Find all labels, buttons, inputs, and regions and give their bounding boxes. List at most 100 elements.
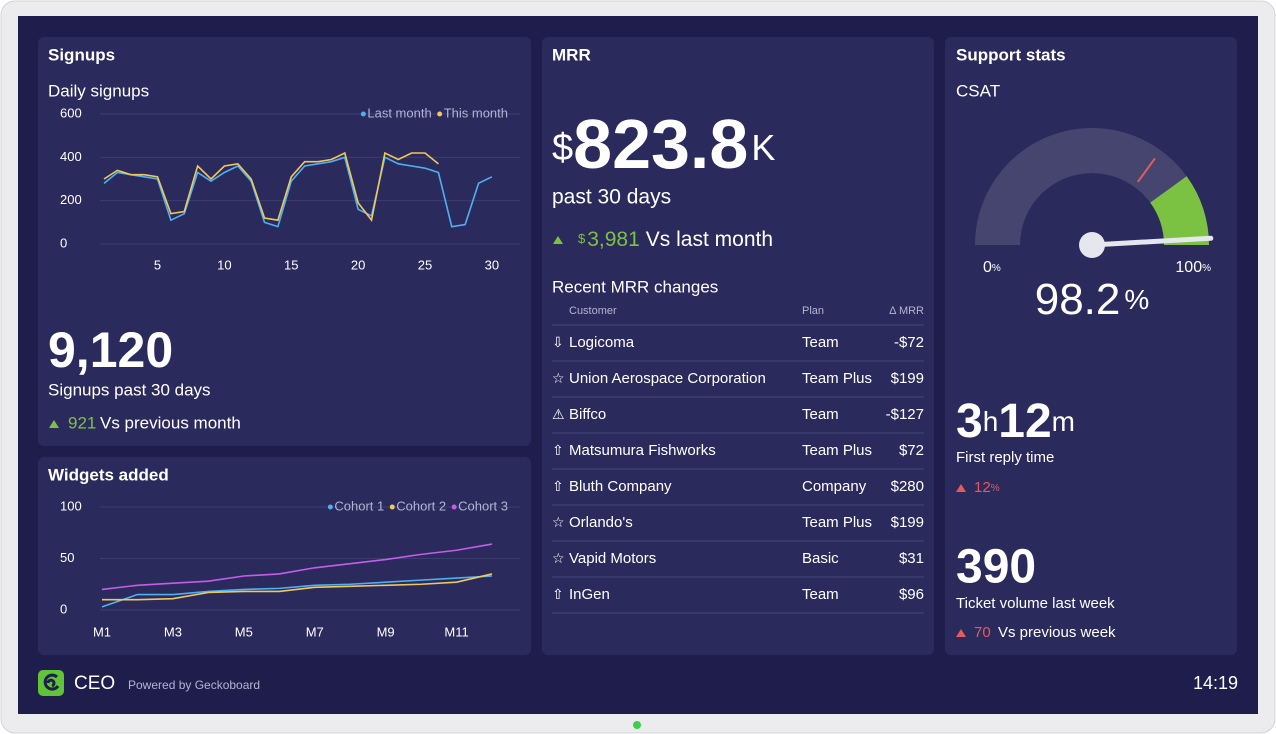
arrow-up xyxy=(49,420,59,428)
x-tick-label: M1 xyxy=(93,624,111,639)
gauge-label: CSAT xyxy=(956,81,1000,100)
customer-name: InGen xyxy=(569,586,610,603)
table-header: Plan xyxy=(802,305,824,317)
mrr-value-part: $ xyxy=(552,127,573,169)
gauge-min: 0% xyxy=(983,259,1001,276)
stat-label: First reply time xyxy=(956,449,1054,466)
gauge-value-part: % xyxy=(1124,284,1149,315)
arrow-up xyxy=(956,629,966,637)
logo xyxy=(38,670,64,696)
y-tick-label: 50 xyxy=(60,550,74,565)
row-icon: ⇧ xyxy=(552,479,564,495)
reply-time-part: 3 xyxy=(956,395,983,448)
plan-name: Team Plus xyxy=(802,442,872,459)
x-tick-label: 30 xyxy=(485,257,499,272)
mrr-change: $72 xyxy=(899,442,924,459)
series-line xyxy=(102,573,493,601)
legend-swatch xyxy=(360,111,366,117)
gauge-value: 98.2% xyxy=(1035,275,1150,324)
customer-name: Logicoma xyxy=(569,334,635,351)
row-icon: ⇩ xyxy=(552,335,564,351)
legend-label: Last month xyxy=(367,105,431,120)
mrr-change-part: $ xyxy=(578,231,586,246)
x-tick-label: 20 xyxy=(351,257,365,272)
x-tick-label: M7 xyxy=(306,624,324,639)
plan-name: Basic xyxy=(802,550,839,567)
gauge-min-part: % xyxy=(992,263,1001,274)
mrr-period: past 30 days xyxy=(552,186,671,209)
y-tick-label: 200 xyxy=(60,192,82,207)
gauge-value-part: 98.2 xyxy=(1035,275,1121,324)
legend-label: Cohort 3 xyxy=(458,498,508,513)
row-icon: ☆ xyxy=(552,551,565,567)
x-tick-label: M3 xyxy=(164,624,182,639)
stat-label: Ticket volume last week xyxy=(956,595,1115,612)
x-tick-label: M5 xyxy=(235,624,253,639)
y-tick-label: 100 xyxy=(60,498,82,513)
stat-change-part: 12 xyxy=(974,479,991,496)
panel-title: Widgets added xyxy=(48,465,169,484)
panel xyxy=(38,37,531,446)
customer-name: Bluth Company xyxy=(569,478,672,495)
reply-time-part: 12 xyxy=(998,395,1051,448)
logo-mark xyxy=(43,673,60,691)
mrr-change-part: Vs last month xyxy=(646,228,773,251)
y-tick-label: 600 xyxy=(60,105,82,120)
y-tick-label: 400 xyxy=(60,149,82,164)
plan-name: Company xyxy=(802,478,867,495)
gauge-needle xyxy=(1089,235,1214,248)
legend-swatch xyxy=(327,504,333,510)
panel-title: MRR xyxy=(552,45,591,64)
mrr-change-part: 3,981 xyxy=(587,228,640,251)
row-icon: ⚠ xyxy=(552,407,565,423)
x-tick-label: M9 xyxy=(377,624,395,639)
legend-swatch xyxy=(437,111,443,117)
x-tick-label: M11 xyxy=(444,624,468,639)
y-tick-label: 0 xyxy=(60,235,67,250)
gauge-max-part: % xyxy=(1202,263,1211,274)
table-title: Recent MRR changes xyxy=(552,277,718,296)
row-icon: ☆ xyxy=(552,371,565,387)
legend-swatch xyxy=(451,504,457,510)
legend-label: Cohort 2 xyxy=(396,498,446,513)
stat-value: 9,120 xyxy=(48,322,173,378)
customer-name: Matsumura Fishworks xyxy=(569,442,716,459)
mrr-change: $280 xyxy=(891,478,924,495)
customer-name: Orlando's xyxy=(569,514,633,531)
stat-change: 70 xyxy=(974,624,991,641)
legend-label: Cohort 1 xyxy=(334,498,384,513)
gauge-marker xyxy=(1137,157,1156,183)
x-tick-label: 10 xyxy=(217,257,231,272)
stat-change: 921 xyxy=(68,413,96,432)
gauge-track xyxy=(975,128,1209,245)
series-line xyxy=(103,151,439,223)
stat-change-label: Vs previous week xyxy=(998,624,1116,641)
plan-name: Team Plus xyxy=(802,370,872,387)
x-tick-label: 5 xyxy=(154,257,161,272)
row-icon: ⇧ xyxy=(552,443,564,459)
mrr-change: $31 xyxy=(899,550,924,567)
series-line xyxy=(103,156,493,228)
stat-change: 12% xyxy=(974,479,1000,496)
plan-name: Team xyxy=(802,586,839,603)
mrr-value-part: 823.8 xyxy=(573,105,748,183)
panel-title: Support stats xyxy=(956,45,1066,64)
gauge-max-part: 100 xyxy=(1175,259,1202,276)
reply-time-part: h xyxy=(983,406,999,437)
mrr-change: $3,981 Vs last month xyxy=(578,228,773,251)
mrr-change: -$72 xyxy=(894,334,924,351)
series-line xyxy=(101,575,493,608)
y-tick-label: 0 xyxy=(60,601,67,616)
arrow-up xyxy=(553,236,563,244)
panel xyxy=(542,37,934,655)
mrr-change: $199 xyxy=(891,370,924,387)
gauge-max: 100% xyxy=(1175,259,1211,276)
row-icon: ☆ xyxy=(552,515,565,531)
powered-by: Powered by Geckoboard xyxy=(128,678,260,692)
table-header: Customer xyxy=(569,305,617,317)
dashboard-name: CEO xyxy=(74,673,115,694)
x-tick-label: 25 xyxy=(418,257,432,272)
customer-name: Biffco xyxy=(569,406,606,423)
